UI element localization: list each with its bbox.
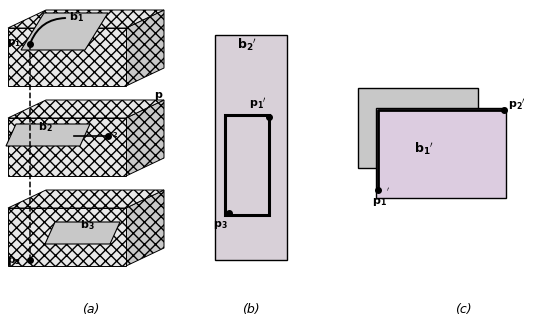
Text: (c): (c) — [455, 304, 471, 317]
Polygon shape — [45, 222, 120, 244]
Polygon shape — [126, 10, 164, 86]
Text: $'$: $'$ — [386, 186, 390, 196]
Bar — [376, 108, 506, 198]
Text: $\mathbf{b_1}$: $\mathbf{b_1}$ — [68, 10, 83, 24]
Bar — [358, 88, 478, 168]
Polygon shape — [8, 28, 126, 86]
Polygon shape — [126, 190, 164, 266]
Polygon shape — [8, 118, 126, 176]
Text: $\mathbf{p_3}$: $\mathbf{p_3}$ — [7, 255, 21, 267]
Polygon shape — [8, 190, 164, 208]
Polygon shape — [21, 13, 108, 50]
Text: $\mathbf{p_2{'}}$: $\mathbf{p_2{'}}$ — [508, 97, 526, 112]
Text: $\mathbf{p}$: $\mathbf{p}$ — [154, 90, 164, 102]
Polygon shape — [8, 208, 126, 266]
Text: $\mathbf{b_2{'}}\!\!$: $\mathbf{b_2{'}}\!\!$ — [237, 36, 257, 53]
Polygon shape — [6, 124, 90, 146]
Text: $\mathbf{p_3}$: $\mathbf{p_3}$ — [213, 219, 228, 231]
Text: $\mathbf{p_1}$: $\mathbf{p_1}$ — [7, 37, 21, 49]
Polygon shape — [8, 100, 164, 118]
Polygon shape — [8, 10, 164, 28]
Text: $\mathbf{_2}$: $\mathbf{_2}$ — [112, 130, 118, 140]
Text: (b): (b) — [242, 304, 260, 317]
Text: $\mathbf{b_3}$: $\mathbf{b_3}$ — [80, 218, 95, 232]
Bar — [225, 115, 269, 215]
Text: $\mathbf{b_2}$: $\mathbf{b_2}$ — [38, 120, 53, 134]
Text: $\mathbf{b_1{'}}$: $\mathbf{b_1{'}}$ — [414, 141, 434, 157]
Polygon shape — [126, 100, 164, 176]
Text: (a): (a) — [82, 304, 100, 317]
Bar — [215, 35, 287, 260]
Text: $\mathbf{p_1}$: $\mathbf{p_1}$ — [372, 196, 387, 208]
Text: $\mathbf{p_1{'}}$: $\mathbf{p_1{'}}$ — [249, 96, 267, 111]
